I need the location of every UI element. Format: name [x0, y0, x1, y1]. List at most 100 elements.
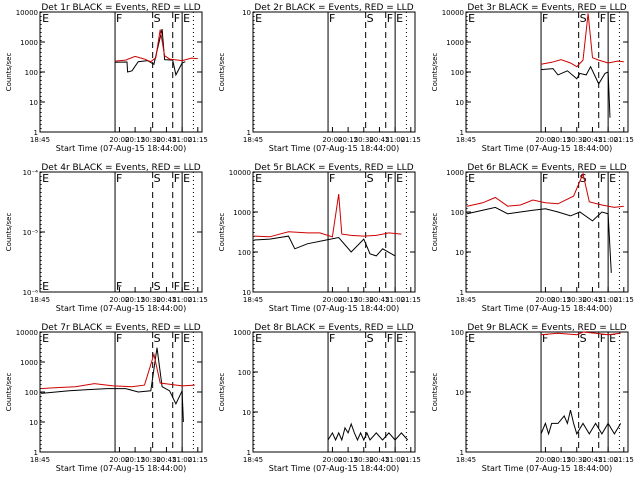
x-axis-label: Start Time (07-Aug-15 18:44:00) — [269, 144, 400, 153]
x-tick-label: 20:30 — [141, 296, 161, 304]
x-tick-label: 21:00 — [172, 456, 192, 464]
x-tick-label: 21:00 — [385, 456, 405, 464]
y-tick-label: 1000 — [446, 169, 464, 177]
y-tick-label: 10⁻⁴ — [23, 169, 39, 177]
data-series-line — [466, 206, 612, 273]
x-tick-label: 20:00 — [322, 296, 342, 304]
x-axis-label: Start Time (07-Aug-15 18:44:00) — [269, 304, 400, 313]
panel-3: Det 3r BLACK = Events, RED = LLD 1 10 100 10… — [431, 3, 634, 153]
x-tick-label: 20:15 — [338, 456, 358, 464]
x-tick-label: 20:00 — [109, 296, 129, 304]
x-tick-label: 20:45 — [582, 136, 602, 144]
y-axis-label: Counts/sec — [431, 53, 439, 92]
panel-title: Det 7r BLACK = Events, RED = LLD — [41, 323, 200, 333]
panel-title: Det 6r BLACK = Events, RED = LLD — [467, 163, 626, 173]
y-axis-label: Counts/sec — [218, 373, 226, 412]
x-tick-label: 20:15 — [551, 136, 571, 144]
x-tick-label: 21:15 — [614, 456, 634, 464]
interval-marker-label: E — [255, 172, 262, 185]
x-tick-label: 20:15 — [125, 136, 145, 144]
interval-marker-label: E — [468, 172, 475, 185]
y-tick-label: 100 — [25, 69, 38, 77]
x-tick-label: 20:00 — [535, 136, 555, 144]
x-tick-label: 21:00 — [598, 136, 618, 144]
x-tick-label: 20:30 — [567, 456, 587, 464]
y-tick-label: 1 — [460, 289, 464, 297]
x-tick-label: 21:15 — [188, 456, 208, 464]
y-axis-label: Counts/sec — [5, 53, 13, 92]
y-tick-label: 1 — [460, 129, 464, 137]
panel-8: Det 8r BLACK = Events, RED = LLD 1 10 100 10… — [218, 323, 421, 473]
data-series-line — [540, 331, 621, 336]
interval-marker-label: S — [580, 332, 587, 345]
data-series-line — [327, 422, 409, 442]
y-axis-label: Counts/sec — [5, 373, 13, 412]
x-tick-label: 18:45 — [30, 136, 50, 144]
x-tick-label: 21:00 — [385, 296, 405, 304]
x-tick-label: 18:45 — [456, 136, 476, 144]
interval-marker-label: S — [580, 12, 587, 25]
plot-frame — [465, 331, 629, 453]
y-axis-label: Counts/sec — [5, 213, 13, 252]
x-tick-label: 20:00 — [535, 456, 555, 464]
interval-marker-label: F — [174, 172, 180, 185]
interval-marker-label: S — [154, 332, 161, 345]
interval-marker-label: F — [329, 332, 335, 345]
interval-marker-label: E — [183, 12, 190, 25]
x-tick-label: 20:15 — [338, 136, 358, 144]
interval-marker-label: F — [600, 332, 606, 345]
interval-marker-label: F — [600, 12, 606, 25]
interval-marker-label: F — [542, 12, 548, 25]
y-tick-label: 100 — [238, 369, 251, 377]
panel-title: Det 2r BLACK = Events, RED = LLD — [254, 3, 413, 13]
interval-marker-label: F — [542, 332, 548, 345]
interval-marker-label: E — [183, 172, 190, 185]
x-tick-label: 18:45 — [243, 136, 263, 144]
panel-4: Det 4r BLACK = Events, RED = LLD 10⁻⁶ 10⁻⁵… — [5, 163, 208, 313]
interval-marker-label: S — [580, 172, 587, 185]
y-tick-label: 1 — [247, 449, 251, 457]
plot-frame — [39, 171, 203, 293]
x-tick-label: 21:15 — [188, 296, 208, 304]
x-tick-label: 20:45 — [582, 296, 602, 304]
y-tick-label: 1000 — [20, 359, 38, 367]
y-tick-label: 100 — [451, 69, 464, 77]
x-tick-label: 20:15 — [338, 296, 358, 304]
y-tick-label: 10 — [29, 419, 38, 427]
panel-title: Det 4r BLACK = Events, RED = LLD — [41, 163, 200, 173]
x-tick-label: 21:00 — [172, 296, 192, 304]
x-tick-label: 18:45 — [243, 456, 263, 464]
interval-marker-label: F — [329, 12, 335, 25]
x-tick-label: 21:00 — [172, 136, 192, 144]
x-tick-label: 21:00 — [385, 136, 405, 144]
y-tick-label: 10 — [455, 99, 464, 107]
panel-title: Det 3r BLACK = Events, RED = LLD — [467, 3, 626, 13]
interval-marker-label: E — [468, 332, 475, 345]
interval-marker-label: E — [396, 172, 403, 185]
x-tick-label: 18:45 — [30, 296, 50, 304]
interval-marker-label: F — [387, 172, 393, 185]
y-axis-label: Counts/sec — [431, 213, 439, 252]
y-axis-label: Counts/sec — [431, 373, 439, 412]
interval-marker-label: S — [367, 332, 374, 345]
x-axis-label: Start Time (07-Aug-15 18:44:00) — [56, 144, 187, 153]
interval-marker-label: F — [116, 332, 122, 345]
plot-frame — [252, 171, 416, 293]
x-axis-label: Start Time (07-Aug-15 18:44:00) — [482, 304, 613, 313]
interval-marker-label: E — [42, 12, 49, 25]
interval-marker-label: E — [609, 172, 616, 185]
data-series-line — [41, 352, 195, 390]
x-tick-label: 21:00 — [598, 456, 618, 464]
plot-frame — [252, 331, 416, 453]
y-tick-label: 10 — [242, 409, 251, 417]
x-axis-label: Start Time (07-Aug-15 18:44:00) — [482, 464, 613, 473]
x-tick-label: 20:30 — [354, 296, 374, 304]
panel-5: Det 5r BLACK = Events, RED = LLD 10 100 100… — [218, 163, 421, 313]
panel-title: Det 8r BLACK = Events, RED = LLD — [254, 323, 413, 333]
data-series-line — [254, 235, 396, 257]
x-tick-label: 20:15 — [125, 296, 145, 304]
plot-frame — [39, 331, 203, 453]
x-tick-label: 20:00 — [109, 136, 129, 144]
interval-marker-label: E — [609, 332, 616, 345]
y-tick-label: 10⁻⁶ — [23, 289, 39, 297]
